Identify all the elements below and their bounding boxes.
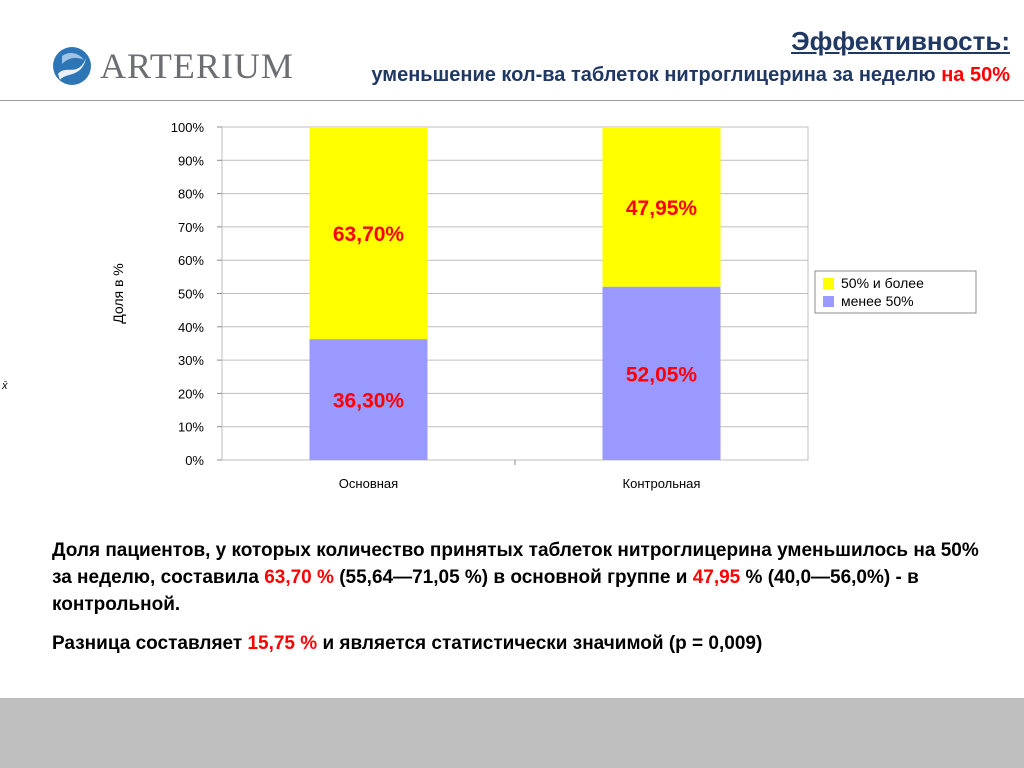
subtitle-highlight: на 50% [941,64,1010,86]
data-label: 47,95% [626,197,698,220]
main-group-value: 63,70 % [264,567,334,588]
difference-value: 15,75 % [247,633,318,654]
bar-segment [602,127,721,287]
description-paragraph-1: Доля пациентов, у которых количество при… [52,540,979,615]
legend-label: менее 50% [841,293,914,309]
side-mark: x̄ [2,380,8,392]
x-category-label: Основная [339,476,398,491]
header-divider [0,100,1024,101]
legend-swatch [823,296,834,307]
legend-label: 50% и более [841,275,924,291]
y-tick-label: 60% [178,253,204,268]
stacked-bar-chart: 0% 10% 20% 30% 40% 50% 60% 70% 80% 90% 100% Доля в … [110,120,977,491]
arterium-logo-icon [53,47,91,85]
x-category-label: Контрольная [623,476,701,491]
description: Доля пациентов, у которых количество при… [52,537,982,669]
logo: ARTERIUM [52,40,294,92]
y-tick-label: 50% [178,287,204,302]
y-tick-label: 30% [178,353,204,368]
bar-segment [602,286,721,460]
bar-segment [309,339,428,460]
page-title: Эффективность: [791,26,1010,56]
description-paragraph-2: Разница составляет 15,75 % и является ст… [52,633,763,654]
data-label: 63,70% [333,223,405,246]
y-tick-label: 70% [178,220,204,235]
bar-segment [309,127,428,340]
data-label: 36,30% [333,390,405,413]
logo-text: ARTERIUM [100,46,294,86]
y-tick-label: 40% [178,320,204,335]
y-tick-label: 10% [178,420,204,435]
legend-box [814,270,977,314]
control-group-value: 47,95 [692,567,741,588]
subtitle-main: уменьшение кол-ва таблеток нитроглицерин… [371,64,936,86]
y-axis-title: Доля в % [110,263,126,324]
footer-band [0,698,1024,768]
y-tick-label: 80% [178,187,204,202]
y-tick-label: 0% [185,453,204,468]
page-subtitle: уменьшение кол-ва таблеток нитроглицерин… [371,64,1010,87]
data-label: 52,05% [626,363,698,386]
y-tick-label: 90% [178,153,204,168]
y-tick-label: 20% [178,386,204,401]
legend-swatch [823,278,834,289]
y-tick-label: 100% [171,120,205,135]
